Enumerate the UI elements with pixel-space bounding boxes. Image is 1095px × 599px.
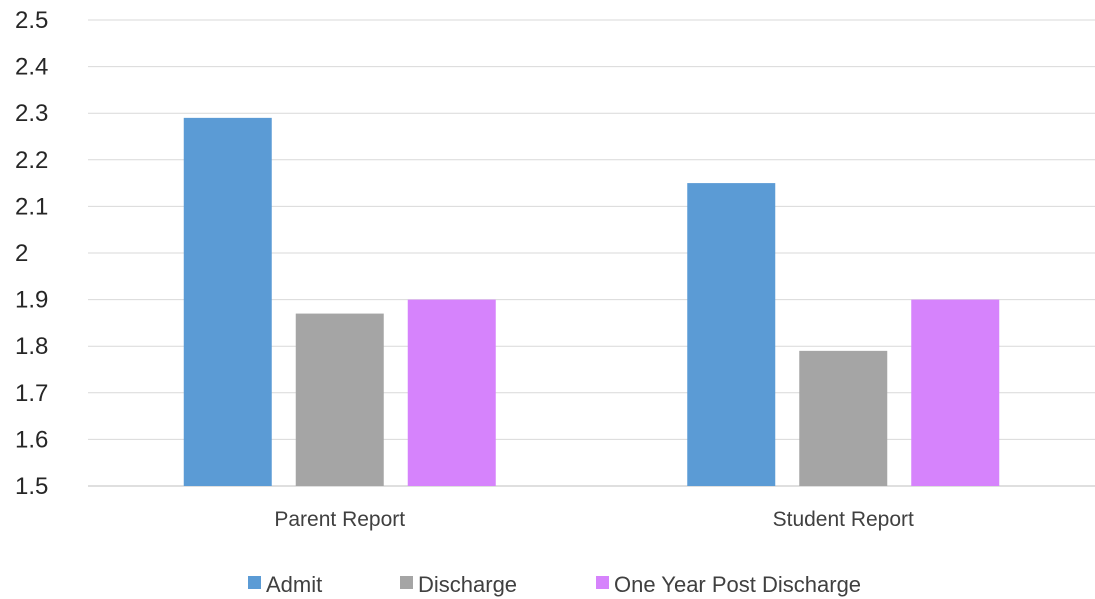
y-tick-label: 2.3 — [15, 100, 48, 127]
y-tick-label: 2.4 — [15, 54, 48, 81]
x-axis-tick-labels: Parent Report Student Report — [274, 508, 914, 531]
y-axis-tick-labels: 1.5 1.6 1.7 1.8 1.9 2 2.1 2.2 2.3 2.4 2.5 — [15, 7, 48, 500]
bar-one-year-post-discharge-parent-report — [407, 299, 496, 486]
legend-swatch — [400, 576, 413, 589]
y-tick-label: 1.6 — [15, 426, 48, 453]
legend-swatch — [248, 576, 261, 589]
legend-label: Admit — [266, 572, 322, 597]
bar-one-year-post-discharge-student-report — [911, 299, 1000, 486]
y-tick-label: 2.5 — [15, 7, 48, 34]
y-tick-label: 2.1 — [15, 193, 48, 220]
y-tick-label: 2.2 — [15, 147, 48, 174]
y-tick-label: 1.8 — [15, 333, 48, 360]
legend: Admit Discharge One Year Post Discharge — [248, 572, 861, 597]
x-tick-label: Student Report — [773, 508, 914, 531]
bar-admit-student-report — [687, 183, 776, 486]
y-tick-label: 1.7 — [15, 380, 48, 407]
legend-label: One Year Post Discharge — [614, 572, 861, 597]
bar-discharge-student-report — [799, 350, 888, 486]
bar-admit-parent-report — [183, 117, 272, 487]
bars — [183, 117, 1000, 487]
x-tick-label: Parent Report — [274, 508, 405, 531]
legend-swatch — [596, 576, 609, 589]
y-tick-label: 1.9 — [15, 287, 48, 314]
y-tick-label: 1.5 — [15, 473, 48, 500]
legend-label: Discharge — [418, 572, 517, 597]
y-tick-label: 2 — [15, 240, 28, 267]
bar-discharge-parent-report — [295, 313, 384, 486]
